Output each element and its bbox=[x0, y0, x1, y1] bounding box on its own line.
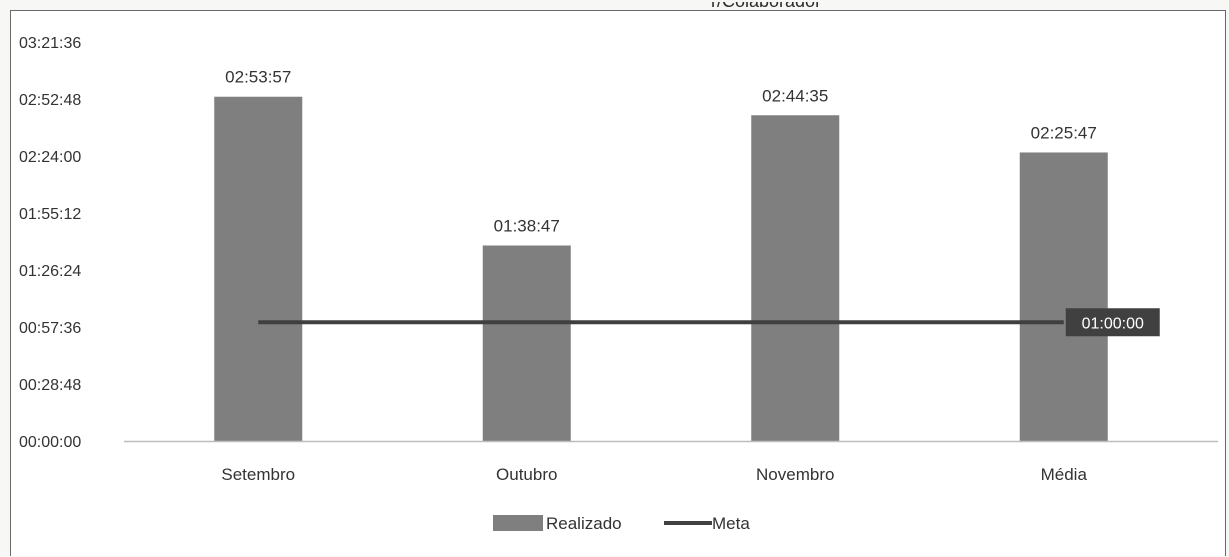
bar-data-label: 02:44:35 bbox=[762, 86, 828, 105]
meta-label-box bbox=[1065, 308, 1160, 337]
y-tick-label: 00:00:00 bbox=[19, 434, 81, 451]
bar bbox=[214, 96, 303, 441]
bar-data-label: 02:53:57 bbox=[225, 68, 291, 87]
bar bbox=[482, 245, 571, 441]
y-tick-label: 00:57:36 bbox=[19, 320, 81, 337]
bar-data-label: 02:25:47 bbox=[1031, 123, 1097, 142]
bar bbox=[751, 115, 840, 442]
bar-labels: 02:53:57 01:38:47 02:44:35 02:25:47 bbox=[225, 68, 1097, 236]
y-tick-label: 01:26:24 bbox=[19, 263, 81, 280]
legend-label-realizado: Realizado bbox=[546, 514, 622, 533]
y-tick-label: 02:52:48 bbox=[19, 92, 81, 109]
bars bbox=[214, 96, 1108, 442]
chart-title-fragment: r/Colaborador bbox=[711, 2, 971, 22]
meta-line: 01:00:00 bbox=[258, 308, 1160, 337]
y-tick-label: 00:28:48 bbox=[19, 377, 81, 394]
y-axis: 00:00:00 00:28:48 00:57:36 01:26:24 01:55:12… bbox=[19, 35, 81, 451]
legend: Realizado Meta bbox=[493, 514, 750, 533]
x-tick-label: Novembro bbox=[756, 465, 834, 484]
y-tick-label: 01:55:12 bbox=[19, 206, 81, 223]
bar-data-label: 01:38:47 bbox=[494, 216, 560, 235]
x-axis: Setembro Outubro Novembro Média bbox=[124, 440, 1218, 484]
y-tick-label: 02:24:00 bbox=[19, 149, 81, 166]
legend-label-meta: Meta bbox=[712, 514, 750, 533]
x-tick-label: Setembro bbox=[221, 465, 295, 484]
x-tick-label: Média bbox=[1041, 465, 1088, 484]
bar bbox=[1019, 152, 1108, 441]
x-tick-label: Outubro bbox=[496, 465, 557, 484]
legend-swatch-realizado bbox=[493, 515, 543, 531]
meta-end-label: 01:00:00 bbox=[1082, 315, 1144, 332]
y-tick-label: 03:21:36 bbox=[19, 35, 81, 52]
